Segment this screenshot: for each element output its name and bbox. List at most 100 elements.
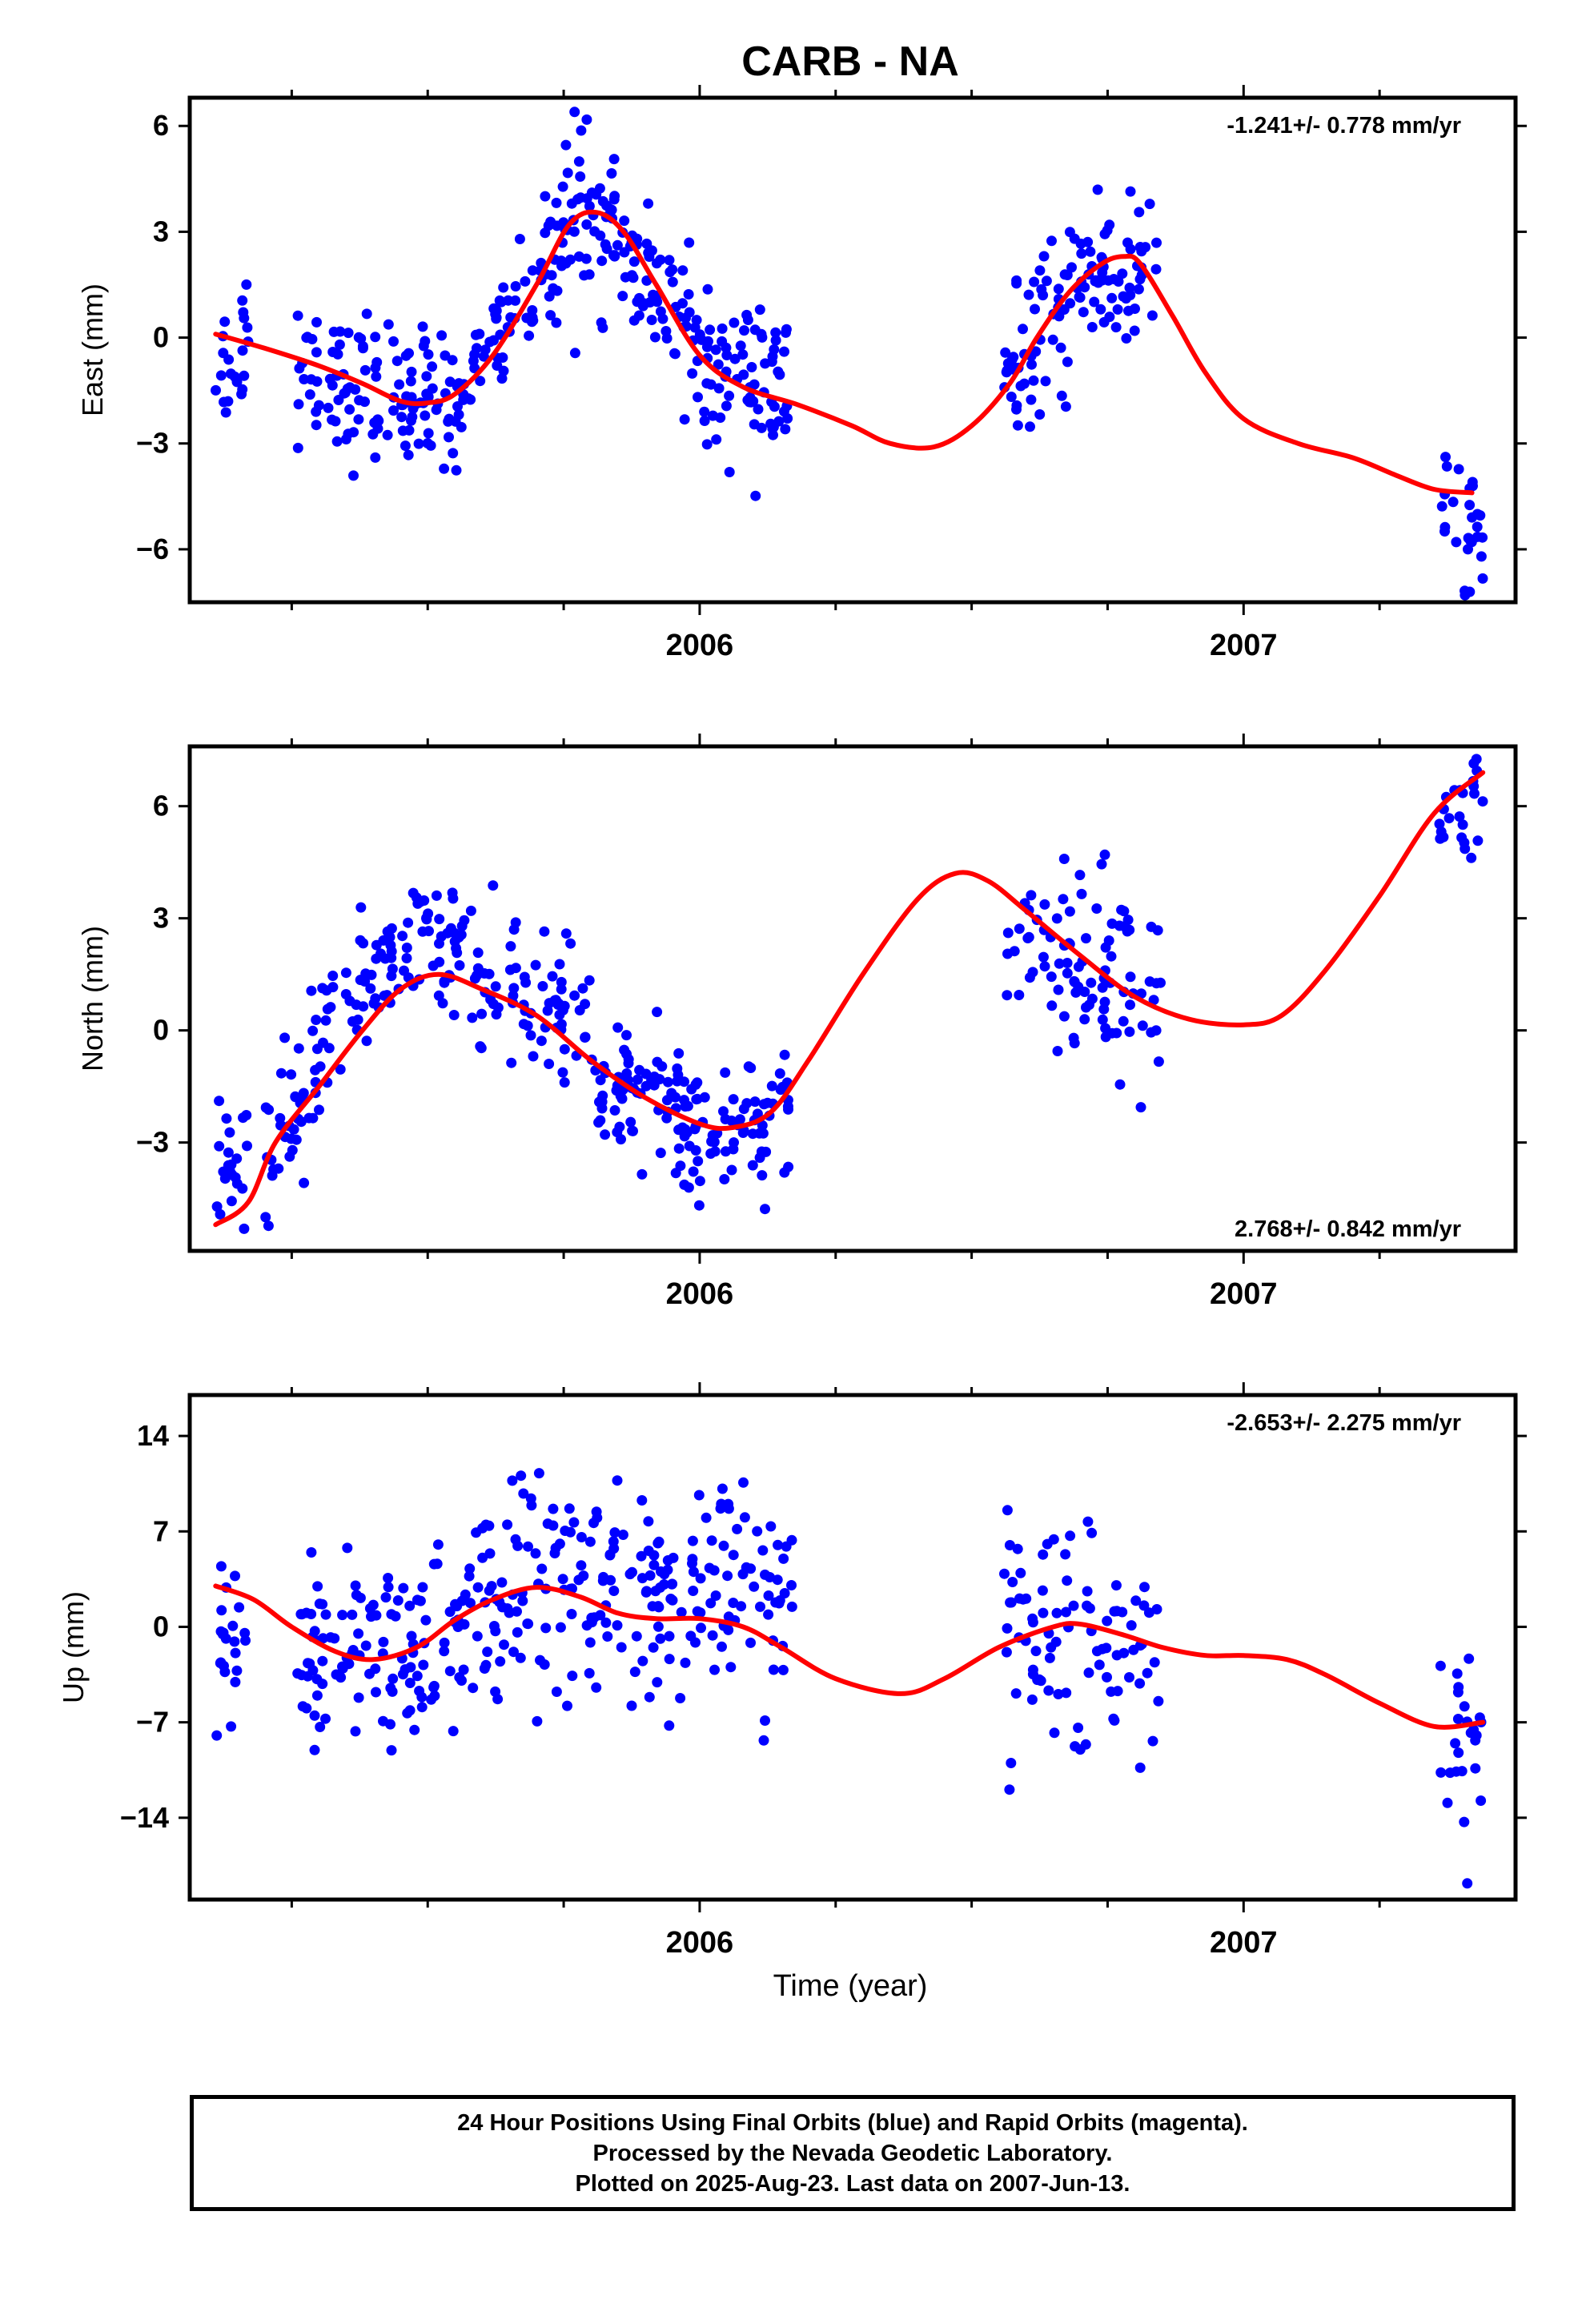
east-data-point — [403, 449, 414, 460]
up-data-point — [397, 1669, 408, 1680]
east-data-point — [575, 192, 586, 203]
north-data-point — [679, 1076, 689, 1088]
east-y-tick-label: −6 — [136, 533, 169, 565]
east-rate-label: -1.241+/- 0.778 mm/yr — [1227, 113, 1461, 139]
east-data-point — [1440, 452, 1451, 463]
up-data-point — [1450, 1738, 1461, 1749]
east-data-point — [536, 257, 547, 268]
east-data-point — [1134, 274, 1146, 285]
east-data-point — [1447, 497, 1459, 508]
east-data-point — [417, 321, 428, 332]
up-data-point — [786, 1580, 797, 1590]
east-data-point — [335, 326, 346, 337]
north-data-point — [693, 1156, 704, 1167]
up-data-point — [655, 1582, 666, 1593]
north-data-point — [741, 1098, 753, 1109]
up-data-point — [665, 1594, 677, 1604]
up-data-point — [637, 1655, 648, 1667]
east-data-point — [687, 368, 698, 379]
up-data-point — [576, 1560, 587, 1571]
east-data-point — [327, 380, 338, 391]
east-data-point — [475, 376, 486, 387]
up-data-point — [1053, 1689, 1064, 1699]
east-data-point — [1078, 307, 1089, 318]
north-data-point — [452, 947, 463, 959]
up-data-point — [1124, 1672, 1134, 1683]
up-data-point — [687, 1554, 698, 1565]
north-data-point — [679, 1179, 690, 1190]
east-data-point — [241, 279, 252, 290]
east-data-point — [742, 315, 753, 325]
up-data-point — [675, 1693, 686, 1703]
up-data-point — [631, 1630, 642, 1642]
up-data-point — [1139, 1582, 1150, 1593]
north-data-point — [1098, 1003, 1110, 1015]
up-data-point — [452, 1622, 464, 1632]
east-data-point — [543, 220, 554, 231]
up-data-point — [215, 1561, 227, 1572]
up-data-point — [331, 1669, 342, 1680]
north-data-point — [519, 971, 530, 983]
east-data-point — [701, 439, 713, 450]
north-data-point — [359, 976, 371, 987]
up-data-point — [1035, 1675, 1046, 1687]
up-data-point — [680, 1657, 691, 1668]
north-data-point — [673, 1047, 685, 1059]
up-data-point — [695, 1573, 706, 1584]
north-data-point — [456, 920, 468, 931]
up-data-point — [557, 1574, 568, 1585]
north-data-point — [1146, 921, 1157, 932]
footer-line: Plotted on 2025-Aug-23. Last data on 200… — [575, 2170, 1130, 2197]
east-data-point — [447, 355, 458, 366]
north-data-point — [616, 1134, 626, 1145]
up-data-point — [471, 1527, 482, 1538]
up-x-tick-label: 2007 — [1210, 1926, 1278, 1960]
east-data-point — [1054, 311, 1065, 322]
north-x-tick-label: 2007 — [1210, 1277, 1278, 1311]
north-data-point — [488, 880, 499, 891]
east-data-point — [721, 400, 732, 412]
north-data-point — [553, 998, 564, 1009]
up-data-point — [380, 1592, 391, 1603]
north-data-point — [1058, 854, 1070, 864]
up-data-point — [617, 1530, 628, 1540]
up-data-point — [540, 1622, 552, 1634]
north-data-point — [525, 1030, 536, 1041]
east-data-point — [705, 324, 716, 336]
up-data-point — [643, 1516, 654, 1527]
north-data-point — [747, 1128, 758, 1140]
up-data-point — [1030, 1646, 1042, 1657]
north-data-point — [734, 1114, 745, 1125]
up-data-point — [715, 1503, 726, 1514]
east-data-point — [299, 374, 310, 384]
east-data-point — [215, 370, 227, 381]
north-data-point — [423, 908, 434, 919]
up-data-point — [523, 1618, 534, 1630]
east-data-point — [713, 383, 725, 394]
up-data-point — [738, 1477, 749, 1488]
east-data-point — [780, 424, 791, 435]
up-data-point — [1128, 1644, 1139, 1655]
east-data-point — [394, 379, 405, 390]
up-data-point — [1044, 1652, 1055, 1663]
north-data-point — [241, 1110, 252, 1120]
up-data-point — [387, 1686, 398, 1697]
east-data-point — [480, 344, 491, 356]
north-data-point — [686, 1084, 697, 1095]
east-data-point — [545, 310, 556, 321]
north-data-point — [1039, 961, 1050, 972]
up-data-point — [315, 1722, 326, 1732]
east-data-point — [677, 265, 689, 276]
north-data-point — [528, 1051, 539, 1062]
north-data-point — [556, 983, 567, 995]
north-data-point — [358, 938, 369, 949]
east-data-point — [1477, 573, 1488, 584]
east-data-point — [749, 419, 760, 430]
east-data-point — [551, 197, 562, 208]
east-data-point — [628, 256, 640, 267]
east-data-point — [1112, 304, 1123, 315]
up-fit-curve — [213, 1583, 1486, 1730]
east-data-point — [436, 330, 448, 341]
up-data-point — [704, 1562, 715, 1574]
east-data-point — [1130, 304, 1140, 314]
